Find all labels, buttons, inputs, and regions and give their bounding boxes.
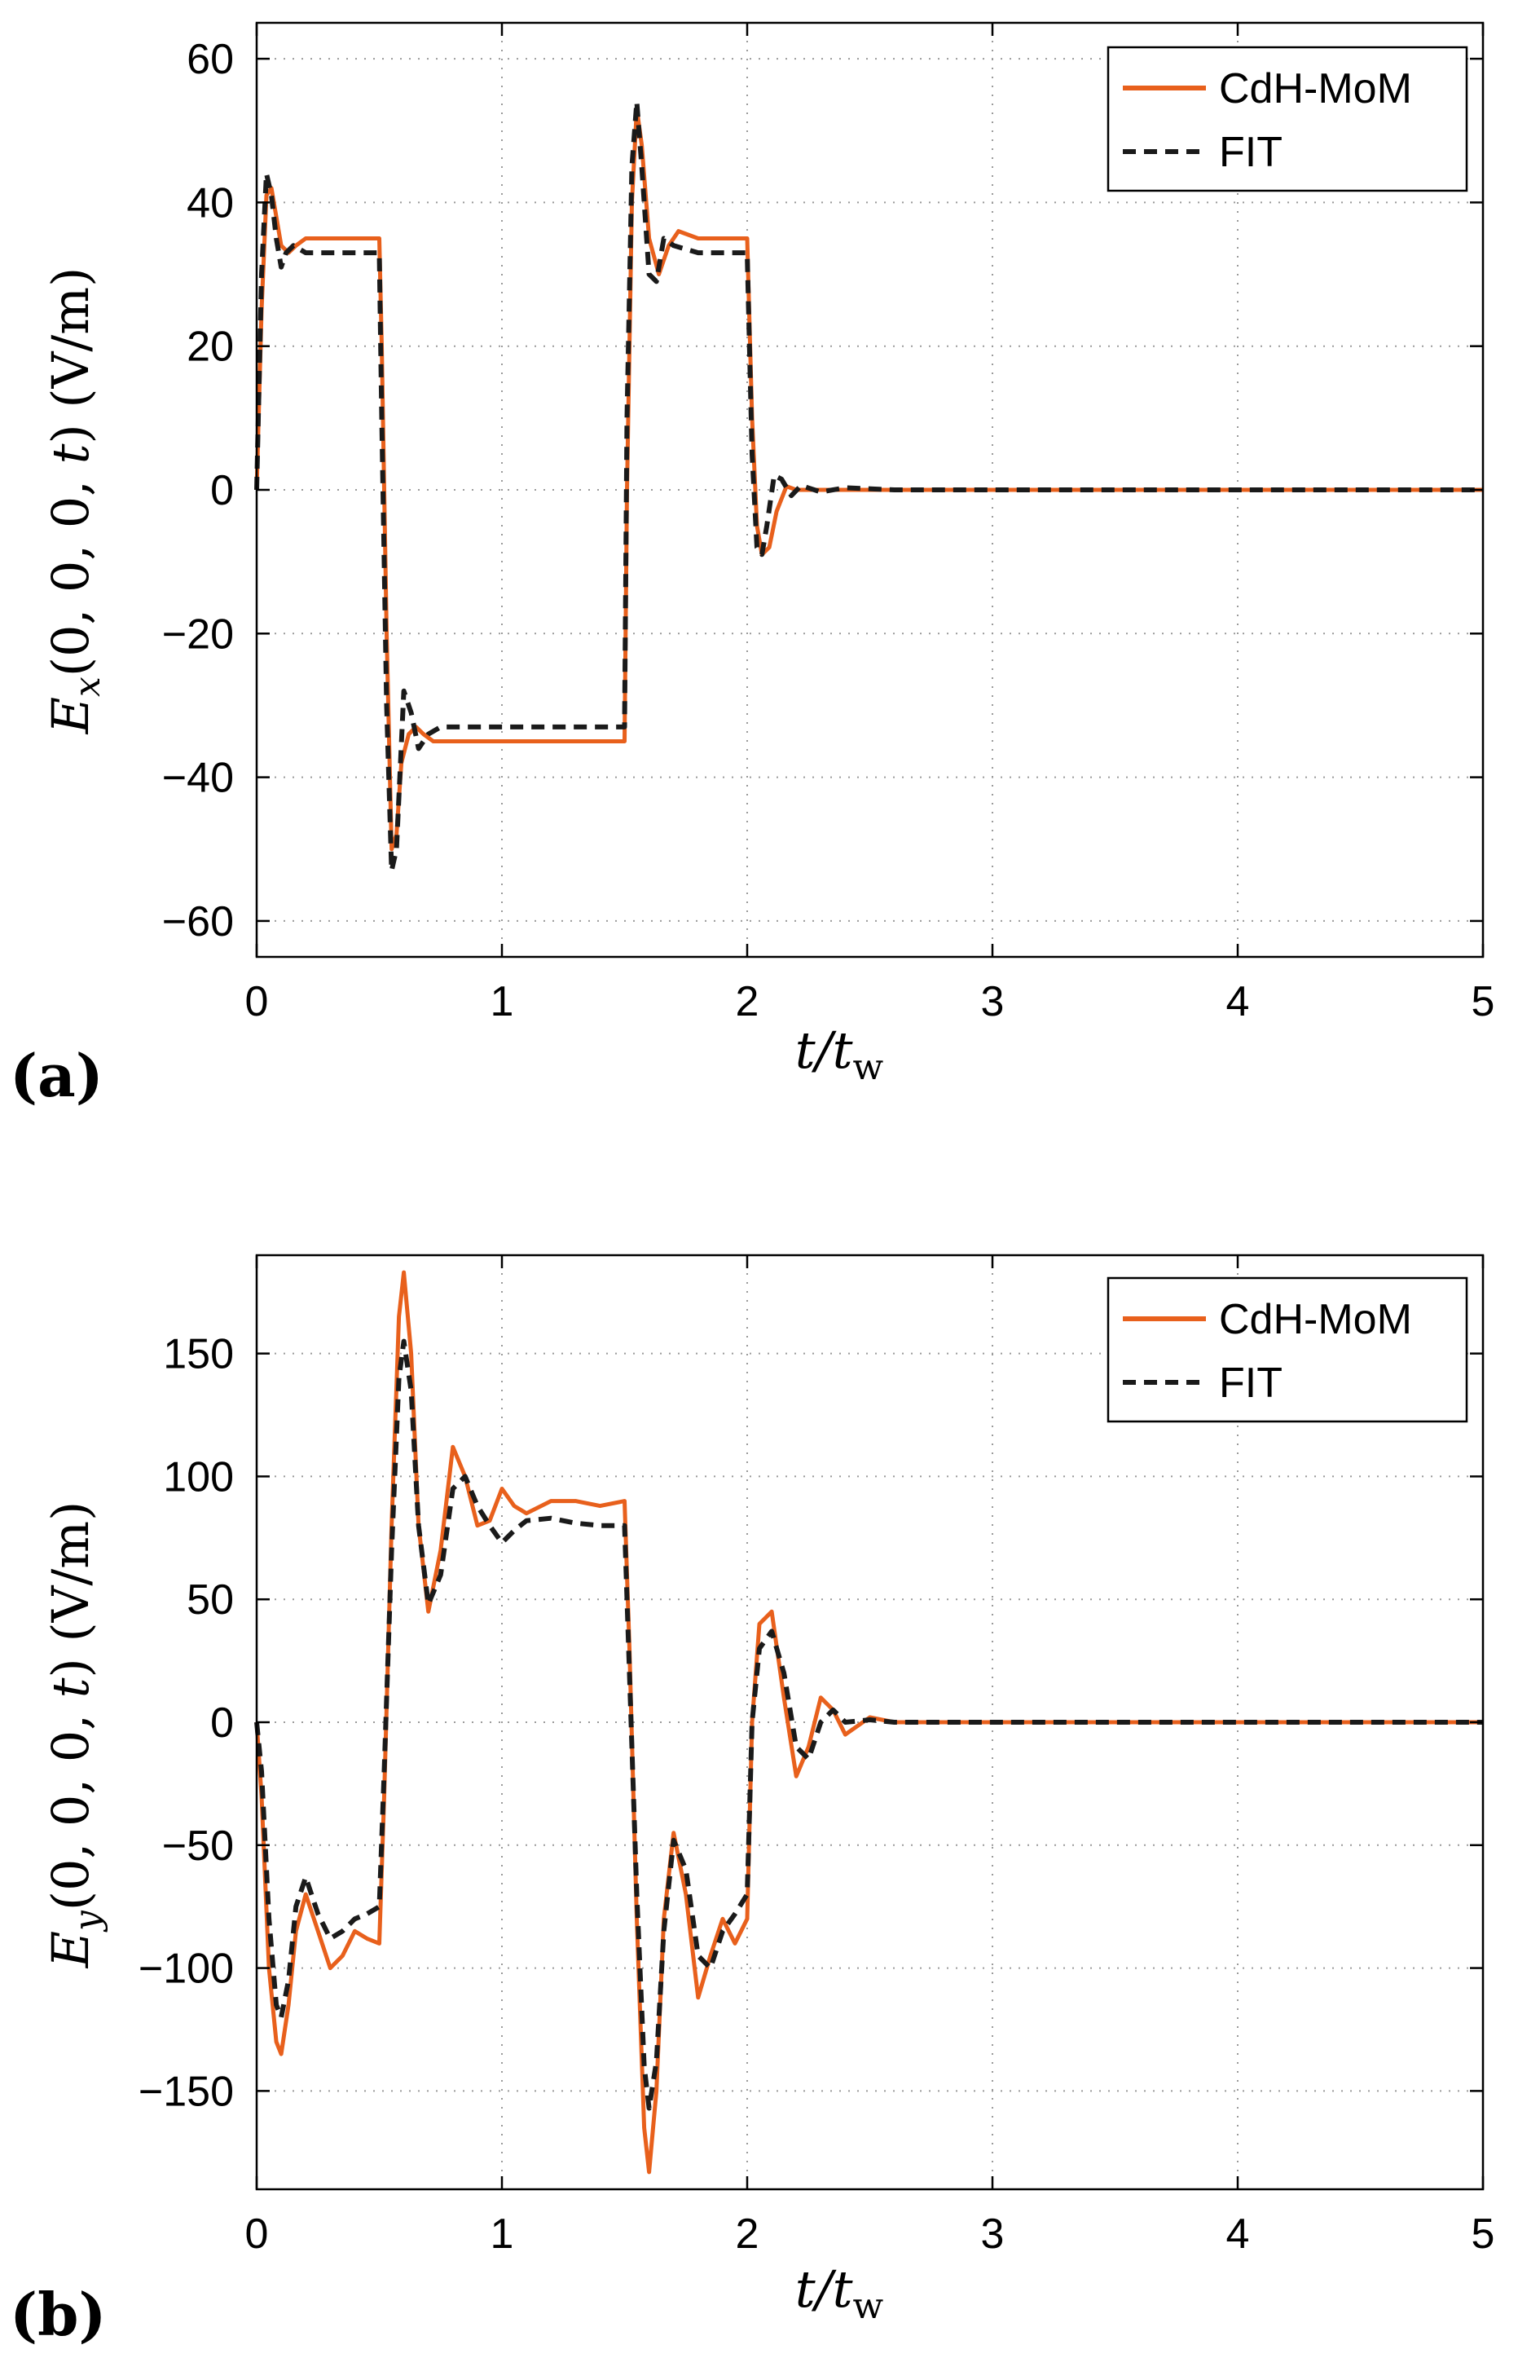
series-line-cdh-mom-b	[254, 1270, 1483, 2175]
series-line-fit-b	[254, 1338, 1483, 2111]
x-tick-label-a-1: 1	[491, 978, 514, 1025]
panel-label-a: (a)	[10, 1041, 103, 1110]
series-line-cdh-mom-a	[254, 107, 1483, 852]
legend-b: CdH-MoM FIT	[1107, 1276, 1468, 1423]
legend-box-b	[1107, 1276, 1468, 1423]
y-axis-label-unit-b: ) (V/m)	[41, 1501, 100, 1678]
y-axis-label-args-b: (0, 0, 0,	[41, 1698, 100, 1911]
y-tick-label-b-5: 100	[163, 1453, 234, 1501]
x-tick-label-a-5: 5	[1472, 978, 1495, 1025]
x-tick-labels-a: 0 1 2 3 4 5	[245, 978, 1495, 1025]
series-lines-a	[254, 99, 1483, 874]
y-tick-label-b-2: −50	[162, 1822, 234, 1870]
y-axis-label-b: Ey(0, 0, 0, t) (V/m)	[41, 1501, 108, 1969]
x-tick-label-a-0: 0	[245, 978, 269, 1025]
y-tick-label-a-4: 20	[187, 324, 234, 371]
y-tick-labels-a: −60 −40 −20 0 20 40 60	[162, 36, 234, 945]
y-axis-label-t-b: t	[41, 1677, 100, 1698]
legend-label-cdh-mom-a: CdH-MoM	[1219, 65, 1412, 112]
y-axis-label-main-a: E	[41, 697, 100, 734]
y-tick-label-a-2: −20	[162, 610, 234, 658]
y-axis-label-main-b: E	[41, 1931, 100, 1968]
y-tick-label-a-6: 60	[187, 36, 234, 83]
y-axis-label-sub-b: y	[67, 1910, 108, 1933]
series-line-fit-a	[254, 99, 1483, 874]
x-tick-label-b-0: 0	[245, 2210, 269, 2258]
ticks-b	[255, 1255, 1485, 2189]
y-axis-label-args-a: (0, 0, 0,	[41, 464, 100, 677]
y-tick-label-b-4: 50	[187, 1576, 234, 1624]
x-axis-label-a: t/tw	[795, 1020, 884, 1088]
legend-label-fit-a: FIT	[1219, 129, 1283, 176]
ticks-a	[255, 23, 1485, 957]
y-tick-label-b-1: −100	[139, 1946, 234, 1993]
panel-label-b: (b)	[10, 2280, 106, 2349]
y-tick-label-b-0: −150	[139, 2068, 234, 2115]
y-tick-label-b-6: 150	[163, 1331, 234, 1378]
y-tick-label-a-0: −60	[162, 898, 234, 945]
y-tick-labels-b: −150 −100 −50 0 50 100 150	[139, 1331, 234, 2116]
y-tick-label-a-3: 0	[210, 467, 234, 514]
x-tick-label-b-1: 1	[491, 2210, 514, 2258]
x-tick-label-b-3: 3	[981, 2210, 1005, 2258]
y-axis-label-sub-a: x	[67, 677, 108, 697]
legend-box-a	[1107, 46, 1468, 192]
x-axis-label-b: t/tw	[795, 2259, 884, 2327]
x-tick-label-b-5: 5	[1472, 2210, 1495, 2258]
x-tick-label-a-3: 3	[981, 978, 1005, 1025]
x-tick-labels-b: 0 1 2 3 4 5	[245, 2210, 1495, 2258]
y-tick-label-a-1: −40	[162, 755, 234, 802]
legend-label-cdh-mom-b: CdH-MoM	[1219, 1296, 1412, 1343]
x-tick-label-b-4: 4	[1226, 2210, 1250, 2258]
y-axis-label-a: Ex(0, 0, 0, t) (V/m)	[41, 267, 108, 735]
x-tick-label-a-2: 2	[736, 978, 759, 1025]
chart-panel-a: 0 1 2 3 4 5 −60 −40 −20 0 20 40 60 CdH-MoM FIT Ex(0…	[10, 21, 1495, 1110]
x-tick-label-b-2: 2	[736, 2210, 759, 2258]
y-axis-label-t-a: t	[41, 443, 100, 464]
y-tick-label-b-3: 0	[210, 1699, 234, 1747]
legend-label-fit-b: FIT	[1219, 1360, 1283, 1407]
x-tick-label-a-4: 4	[1226, 978, 1250, 1025]
y-tick-label-a-5: 40	[187, 179, 234, 227]
legend-a: CdH-MoM FIT	[1107, 46, 1468, 192]
y-axis-label-unit-a: ) (V/m)	[41, 267, 100, 444]
series-lines-b	[254, 1270, 1483, 2175]
